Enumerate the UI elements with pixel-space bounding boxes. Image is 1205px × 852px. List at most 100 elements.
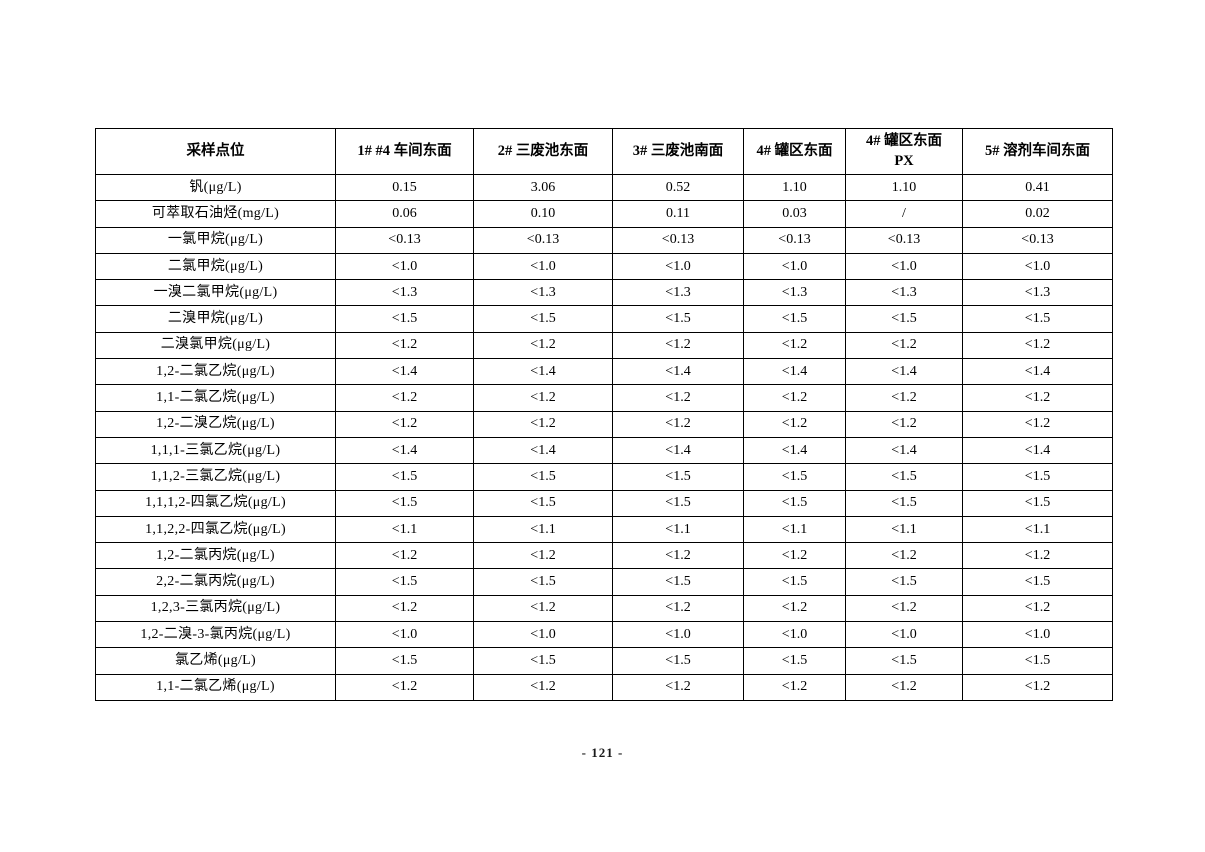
value-cell: <1.5 bbox=[743, 489, 846, 517]
table-body: 钒(μg/L) 0.15 3.06 0.52 1.10 1.10 0.41 可萃取石油烃(… bbox=[95, 173, 1113, 701]
value-cell: <1.5 bbox=[845, 305, 963, 333]
row-label: 1,1,2,2-四氯乙烷(μg/L) bbox=[95, 515, 336, 544]
table-header: 采样点位 1# #4 车间东面 2# 三废池东面 3# 三废池南面 4# 罐区东面 4# … bbox=[95, 128, 1113, 175]
value-cell: <1.5 bbox=[845, 489, 963, 517]
row-label: 氯乙烯(μg/L) bbox=[95, 647, 336, 675]
row-label: 1,1,1,2-四氯乙烷(μg/L) bbox=[95, 489, 336, 517]
value-cell: <1.5 bbox=[335, 647, 474, 675]
value-cell: <1.2 bbox=[743, 673, 846, 701]
row-label: 1,1,2-三氯乙烷(μg/L) bbox=[95, 463, 336, 491]
value-cell: <1.2 bbox=[612, 594, 744, 623]
row-label: 一氯甲烷(μg/L) bbox=[95, 226, 336, 254]
table-row: 1,2,3-三氯丙烷(μg/L) <1.2 <1.2 <1.2 <1.2 <1.2 <1.… bbox=[95, 594, 1113, 623]
value-cell: <1.0 bbox=[473, 621, 613, 649]
value-cell: <1.2 bbox=[962, 410, 1113, 438]
value-cell: <1.2 bbox=[743, 542, 846, 570]
table-row: 可萃取石油烃(mg/L) 0.06 0.10 0.11 0.03/0.02 bbox=[95, 200, 1113, 228]
value-cell: <1.2 bbox=[335, 594, 474, 623]
value-cell: <1.4 bbox=[473, 358, 613, 386]
value-cell: <1.4 bbox=[335, 358, 474, 386]
value-cell: <1.1 bbox=[845, 515, 963, 544]
value-cell: <1.4 bbox=[743, 358, 846, 386]
value-cell: <1.5 bbox=[612, 305, 744, 333]
value-cell: <1.5 bbox=[962, 305, 1113, 333]
row-label: 1,2-二氯丙烷(μg/L) bbox=[95, 542, 336, 570]
value-cell: <1.5 bbox=[612, 463, 744, 491]
value-cell: <1.4 bbox=[612, 436, 744, 465]
table-row: 2,2-二氯丙烷(μg/L) <1.5 <1.5 <1.5 <1.5 <1.5 <1.5 bbox=[95, 568, 1113, 596]
value-cell: <1.0 bbox=[962, 621, 1113, 649]
value-cell: <1.2 bbox=[612, 673, 744, 701]
value-cell: <1.5 bbox=[612, 489, 744, 517]
page-number: - 121 - bbox=[581, 745, 624, 760]
value-cell: <1.0 bbox=[612, 621, 744, 649]
value-cell: <0.13 bbox=[612, 226, 744, 254]
table-row: 1,2-二氯丙烷(μg/L) <1.2 <1.2 <1.2 <1.2 <1.2 <1.2 bbox=[95, 542, 1113, 570]
value-cell: <1.4 bbox=[743, 436, 846, 465]
value-cell: <1.2 bbox=[335, 384, 474, 412]
value-cell: <1.0 bbox=[335, 252, 474, 281]
row-label: 二溴氯甲烷(μg/L) bbox=[95, 331, 336, 360]
row-label: 1,2,3-三氯丙烷(μg/L) bbox=[95, 594, 336, 623]
row-label: 1,1,1-三氯乙烷(μg/L) bbox=[95, 436, 336, 465]
value-cell: <1.4 bbox=[473, 436, 613, 465]
value-cell: <0.13 bbox=[845, 226, 963, 254]
table-row: 钒(μg/L) 0.15 3.06 0.52 1.10 1.10 0.41 bbox=[95, 173, 1113, 202]
table-row: 氯乙烯(μg/L) <1.5 <1.5 <1.5 <1.5 <1.5 <1.5 bbox=[95, 647, 1113, 675]
row-label: 钒(μg/L) bbox=[95, 173, 336, 202]
value-cell: <1.3 bbox=[962, 279, 1113, 307]
table-row: 1,1,2,2-四氯乙烷(μg/L) <1.1 <1.1 <1.1 <1.1 <1.1 <… bbox=[95, 515, 1113, 544]
value-cell: <1.5 bbox=[473, 305, 613, 333]
value-cell: <1.2 bbox=[845, 410, 963, 438]
value-cell: <1.3 bbox=[473, 279, 613, 307]
value-cell: <1.4 bbox=[845, 358, 963, 386]
row-label: 一溴二氯甲烷(μg/L) bbox=[95, 279, 336, 307]
table-row: 1,2-二溴乙烷(μg/L) <1.2 <1.2 <1.2 <1.2 <1.2 <1.2 bbox=[95, 410, 1113, 438]
value-cell: <1.5 bbox=[335, 489, 474, 517]
value-cell: <1.5 bbox=[845, 647, 963, 675]
value-cell: <1.2 bbox=[743, 410, 846, 438]
value-cell: <1.5 bbox=[335, 463, 474, 491]
column-header: 1# #4 车间东面 bbox=[335, 128, 474, 175]
value-cell: <1.5 bbox=[473, 568, 613, 596]
value-cell: <1.2 bbox=[612, 331, 744, 360]
value-cell: <1.0 bbox=[743, 252, 846, 281]
table-row: 二溴甲烷(μg/L) <1.5 <1.5 <1.5 <1.5 <1.5 <1.5 bbox=[95, 305, 1113, 333]
value-cell: <1.5 bbox=[962, 463, 1113, 491]
value-cell: <1.0 bbox=[335, 621, 474, 649]
value-cell: <1.3 bbox=[743, 279, 846, 307]
value-cell: <1.2 bbox=[473, 331, 613, 360]
table-row: 1,1-二氯乙烷(μg/L) <1.2 <1.2 <1.2 <1.2 <1.2 <1.2 bbox=[95, 384, 1113, 412]
value-cell: 1.10 bbox=[845, 173, 963, 202]
value-cell: <1.2 bbox=[743, 594, 846, 623]
value-cell: <1.1 bbox=[335, 515, 474, 544]
row-label: 1,2-二氯乙烷(μg/L) bbox=[95, 358, 336, 386]
value-cell: 0.41 bbox=[962, 173, 1113, 202]
value-cell: <1.2 bbox=[612, 542, 744, 570]
table-row: 二氯甲烷(μg/L) <1.0 <1.0 <1.0 <1.0 <1.0 <1.0 bbox=[95, 252, 1113, 281]
value-cell: <1.2 bbox=[473, 673, 613, 701]
value-cell: <0.13 bbox=[473, 226, 613, 254]
value-cell: <1.2 bbox=[845, 673, 963, 701]
value-cell: <1.5 bbox=[962, 647, 1113, 675]
table-row: 1,1,1-三氯乙烷(μg/L) <1.4 <1.4 <1.4 <1.4 <1.4 <1.… bbox=[95, 436, 1113, 465]
row-label: 1,2-二溴-3-氯丙烷(μg/L) bbox=[95, 621, 336, 649]
value-cell: <1.5 bbox=[845, 568, 963, 596]
value-cell: <1.5 bbox=[612, 647, 744, 675]
table-row: 1,2-二氯乙烷(μg/L) <1.4 <1.4 <1.4 <1.4 <1.4 <1.4 bbox=[95, 358, 1113, 386]
value-cell: <1.5 bbox=[743, 463, 846, 491]
value-cell: <1.0 bbox=[612, 252, 744, 281]
value-cell: <1.2 bbox=[845, 542, 963, 570]
value-cell: <1.2 bbox=[962, 331, 1113, 360]
value-cell: <1.5 bbox=[962, 489, 1113, 517]
value-cell: <1.5 bbox=[962, 568, 1113, 596]
value-cell: <1.2 bbox=[335, 542, 474, 570]
value-cell: <1.5 bbox=[335, 305, 474, 333]
value-cell: <1.5 bbox=[473, 463, 613, 491]
value-cell: <1.4 bbox=[335, 436, 474, 465]
value-cell: <1.2 bbox=[845, 384, 963, 412]
table-row: 1,2-二溴-3-氯丙烷(μg/L) <1.0 <1.0 <1.0 <1.0 <1.0 <… bbox=[95, 621, 1113, 649]
table-row: 一氯甲烷(μg/L) <0.13 <0.13 <0.13 <0.13 <0.13 <0.1… bbox=[95, 226, 1113, 254]
sampling-results-table: 采样点位 1# #4 车间东面 2# 三废池东面 3# 三废池南面 4# 罐区东面 4# … bbox=[95, 128, 1113, 701]
value-cell: <0.13 bbox=[743, 226, 846, 254]
